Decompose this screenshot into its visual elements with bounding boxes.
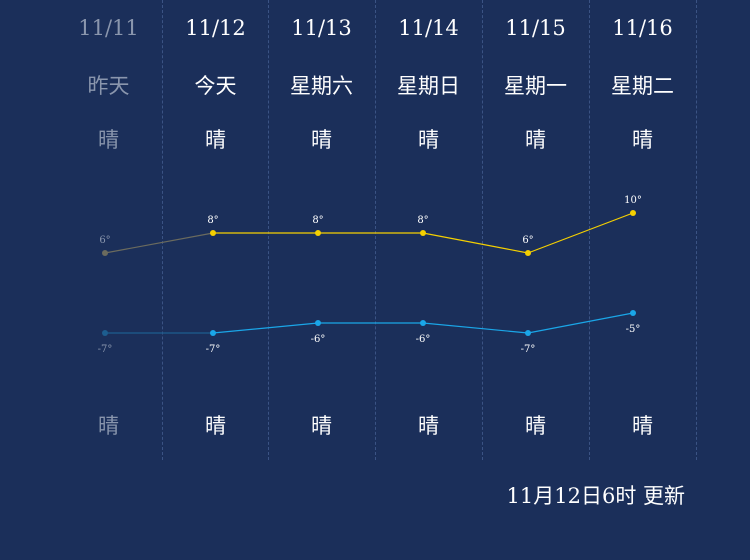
night-weather: 晴 xyxy=(311,414,332,438)
data-point xyxy=(420,320,426,326)
column-divider xyxy=(162,0,163,460)
series-line-segment xyxy=(422,232,529,254)
data-point xyxy=(102,330,108,336)
series-line-segment xyxy=(212,322,319,334)
series-line-segment xyxy=(527,212,634,254)
series-line-segment xyxy=(527,312,634,334)
day-date: 11/13 xyxy=(291,16,352,40)
day-date: 11/11 xyxy=(78,16,139,40)
data-point xyxy=(210,330,216,336)
data-point xyxy=(630,210,636,216)
data-point xyxy=(315,230,321,236)
day-column: 11/12 今天晴晴 xyxy=(162,0,269,460)
data-label: 6° xyxy=(99,235,110,246)
day-column: 11/11 昨天晴晴 xyxy=(55,0,162,460)
data-point xyxy=(102,250,108,256)
day-column: 11/13 星期六晴晴 xyxy=(268,0,375,460)
data-label: 6° xyxy=(522,235,533,246)
data-point xyxy=(420,230,426,236)
day-column: 11/14 星期日晴晴 xyxy=(375,0,482,460)
day-weather: 晴 xyxy=(311,128,332,152)
data-label: -7° xyxy=(521,344,536,355)
day-weather: 晴 xyxy=(98,128,119,152)
day-name: 星期一 xyxy=(504,74,567,98)
column-divider xyxy=(375,0,376,460)
data-point xyxy=(525,250,531,256)
data-label: -7° xyxy=(98,344,113,355)
night-weather: 晴 xyxy=(525,414,546,438)
column-divider xyxy=(696,0,697,460)
night-weather: 晴 xyxy=(418,414,439,438)
day-column: 11/15 星期一晴晴 xyxy=(482,0,589,460)
day-name: 星期二 xyxy=(611,74,674,98)
day-name: 星期日 xyxy=(397,74,460,98)
data-label: -6° xyxy=(416,334,431,345)
day-name: 今天 xyxy=(194,74,237,98)
data-label: -5° xyxy=(626,324,641,335)
day-weather: 晴 xyxy=(632,128,653,152)
night-weather: 晴 xyxy=(98,414,119,438)
day-date: 11/15 xyxy=(505,16,566,40)
day-date: 11/12 xyxy=(185,16,246,40)
column-divider xyxy=(482,0,483,460)
data-label: 8° xyxy=(312,215,323,226)
temperature-chart: 6° 8° 8° 8° 6° 10° -7° -7° -6° -6° -7° -5° xyxy=(98,195,642,355)
day-date: 11/14 xyxy=(398,16,459,40)
data-point xyxy=(210,230,216,236)
day-name: 星期六 xyxy=(290,74,353,98)
data-label: -6° xyxy=(311,334,326,345)
data-point xyxy=(630,310,636,316)
day-name: 昨天 xyxy=(87,74,130,98)
data-point xyxy=(315,320,321,326)
day-date: 11/16 xyxy=(612,16,673,40)
night-weather: 晴 xyxy=(632,414,653,438)
day-weather: 晴 xyxy=(525,128,546,152)
day-weather: 晴 xyxy=(205,128,226,152)
data-label: 8° xyxy=(417,215,428,226)
day-column: 11/16 星期二晴晴 xyxy=(589,0,696,460)
night-weather: 晴 xyxy=(205,414,226,438)
day-weather: 晴 xyxy=(418,128,439,152)
data-label: 8° xyxy=(207,215,218,226)
data-label: 10° xyxy=(624,195,642,206)
series-line-segment xyxy=(104,232,214,254)
series-line-segment xyxy=(422,322,529,334)
column-divider xyxy=(268,0,269,460)
data-label: -7° xyxy=(206,344,221,355)
data-point xyxy=(525,330,531,336)
update-time: 11月12日6时 更新 xyxy=(506,484,685,508)
